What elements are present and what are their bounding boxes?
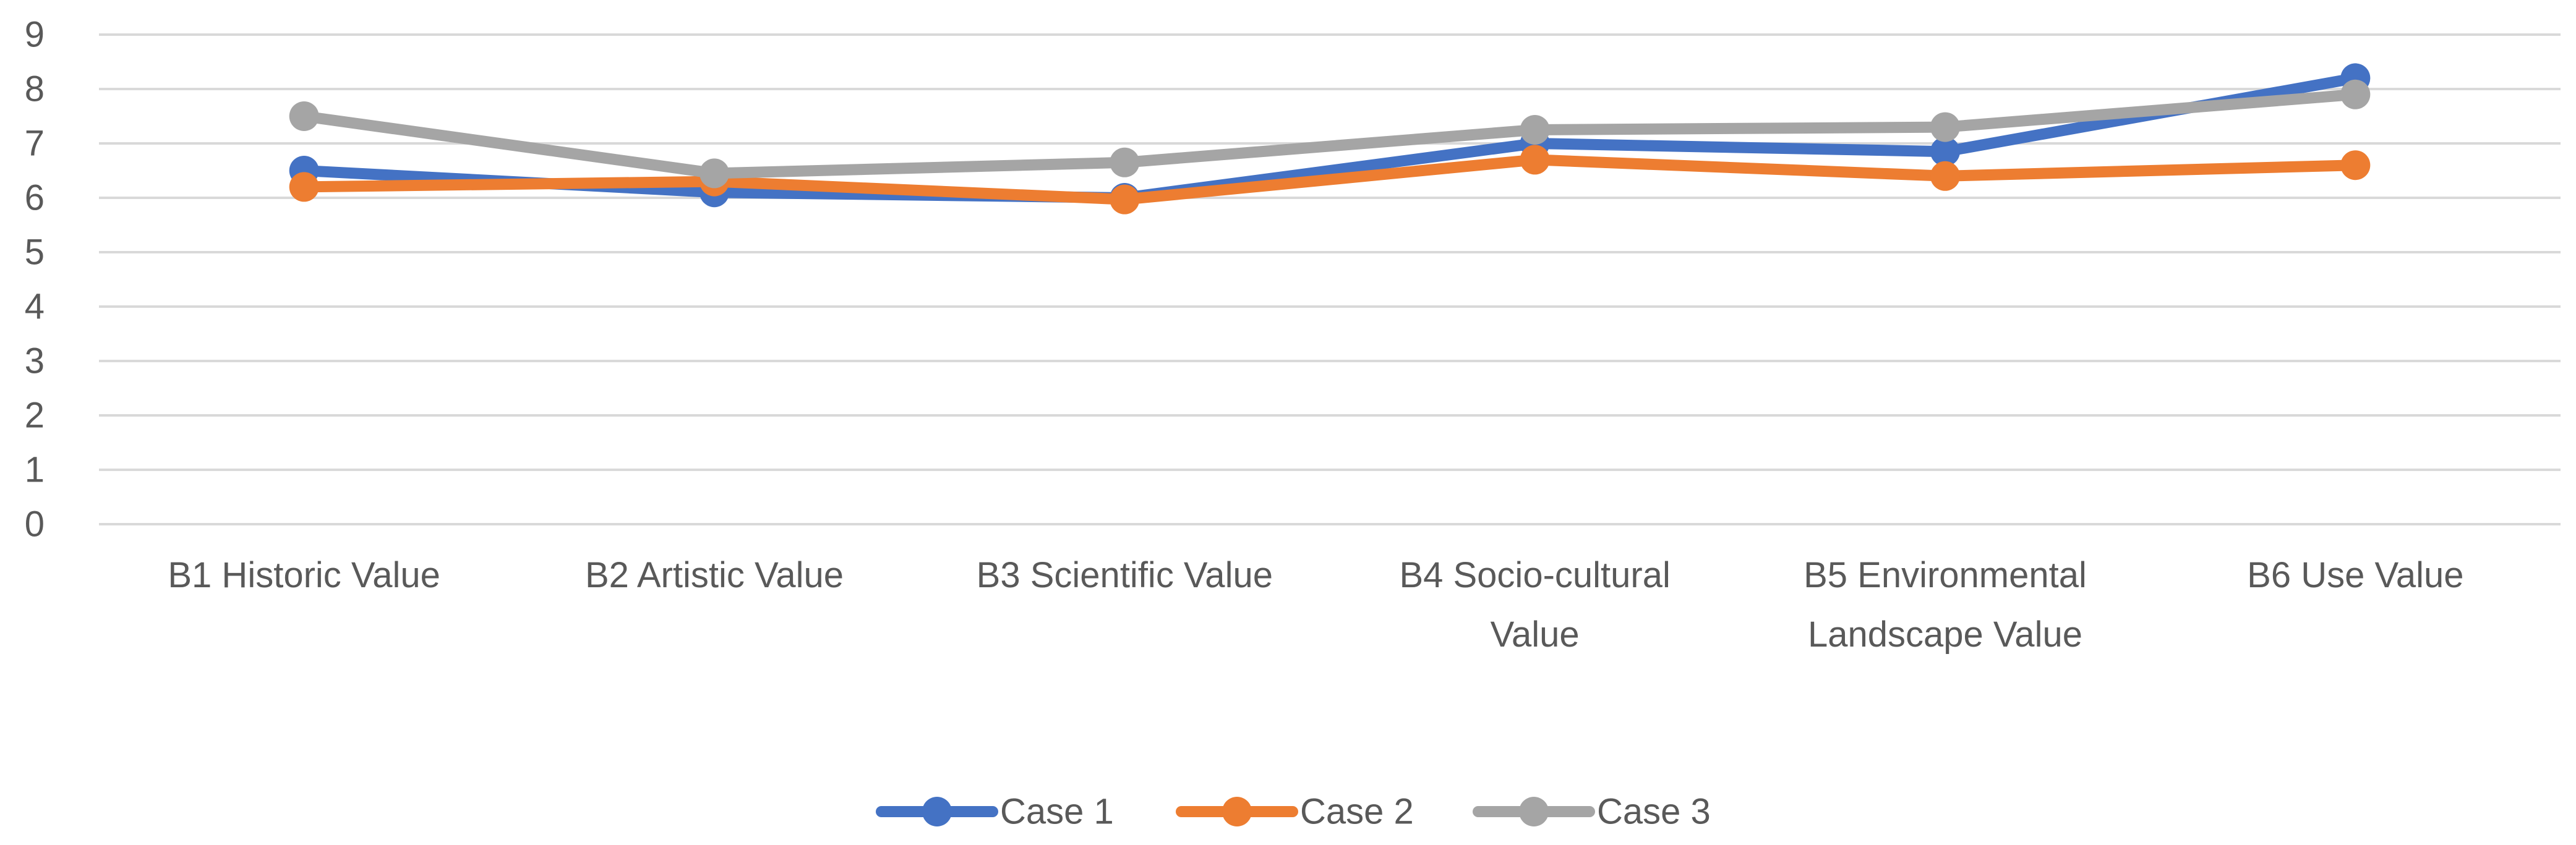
data-point-case-3-3 <box>1110 147 1140 177</box>
x-tick-label-3: B3 Scientific Value <box>977 555 1273 595</box>
x-tick-label-1: B1 Historic Value <box>168 555 440 595</box>
legend-marker-case-2 <box>1222 797 1252 826</box>
data-point-case-3-5 <box>1930 112 1960 142</box>
y-tick-label-7: 7 <box>25 124 45 164</box>
x-tick-label-line: B4 Socio-cultural <box>1399 555 1670 595</box>
x-axis-category-labels: B1 Historic Value B2 Artistic Value B3 Sci… <box>168 555 2463 655</box>
x-tick-label-line: B6 Use Value <box>2247 555 2463 595</box>
x-tick-label-4: B4 Socio-cultural Value <box>1399 555 1670 655</box>
data-point-case-3-1 <box>289 101 319 131</box>
y-tick-label-2: 2 <box>25 396 45 436</box>
series-line-case-1 <box>298 72 2361 203</box>
legend-label-case-2: Case 2 <box>1300 792 1414 832</box>
data-point-case-3-6 <box>2340 79 2371 109</box>
x-tick-label-line: B1 Historic Value <box>168 555 440 595</box>
data-point-case-2-1 <box>289 172 319 202</box>
x-tick-label-line: B3 Scientific Value <box>977 555 1273 595</box>
data-point-case-3-2 <box>700 158 729 189</box>
y-tick-label-6: 6 <box>25 178 45 218</box>
data-point-case-2-5 <box>1930 161 1960 191</box>
x-tick-label-line: B2 Artistic Value <box>585 555 844 595</box>
legend: Case 1 Case 2 Case 3 <box>876 792 1711 832</box>
y-tick-label-9: 9 <box>25 15 45 55</box>
x-tick-label-6: B6 Use Value <box>2247 555 2463 595</box>
y-tick-label-4: 4 <box>25 287 45 327</box>
data-point-case-3-4 <box>1520 115 1550 145</box>
x-tick-label-2: B2 Artistic Value <box>585 555 844 595</box>
x-tick-label-line: Value <box>1491 614 1580 655</box>
y-tick-label-3: 3 <box>25 341 45 381</box>
data-point-case-1-5 <box>1930 137 1960 167</box>
data-series <box>289 63 2371 214</box>
x-tick-label-line: B5 Environmental <box>1804 555 2087 595</box>
data-point-case-2-6 <box>2340 150 2371 180</box>
gridlines <box>99 33 2561 525</box>
legend-label-case-1: Case 1 <box>1000 792 1114 832</box>
data-point-case-2-4 <box>1520 145 1550 175</box>
x-tick-label-5: B5 Environmental Landscape Value <box>1804 555 2087 655</box>
x-tick-label-line: Landscape Value <box>1808 614 2082 655</box>
y-tick-label-5: 5 <box>25 232 45 273</box>
series-line-case-2 <box>298 154 2361 205</box>
series-line-case-3 <box>298 88 2361 179</box>
legend-marker-case-1 <box>922 797 952 826</box>
data-point-case-2-3 <box>1110 184 1140 214</box>
y-tick-label-8: 8 <box>25 69 45 109</box>
legend-marker-case-3 <box>1519 797 1549 826</box>
y-axis-tick-labels: 0 1 2 3 4 5 6 7 8 9 <box>25 15 45 545</box>
y-tick-label-0: 0 <box>25 504 45 545</box>
y-tick-label-1: 1 <box>25 450 45 490</box>
legend-label-case-3: Case 3 <box>1597 792 1711 832</box>
